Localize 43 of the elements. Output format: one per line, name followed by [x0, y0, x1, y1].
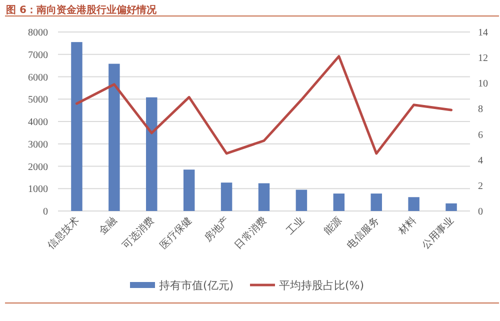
y-tick-label: 1000: [28, 184, 48, 196]
bar: [71, 42, 82, 211]
line-series: [75, 55, 453, 155]
y2-tick-label: 0: [478, 206, 483, 218]
x-tick-label: 日常消费: [232, 214, 270, 252]
bar: [183, 170, 195, 211]
legend-label: 平均持股占比(%): [279, 279, 364, 292]
y-tick-label: 4000: [28, 117, 48, 128]
bar: [333, 194, 345, 211]
bar: [146, 97, 158, 211]
y2-tick-label: 2: [478, 180, 483, 192]
y2-tick-label: 10: [478, 78, 488, 90]
x-tick-label: 房地产: [202, 214, 232, 244]
y2-tick-label: 4: [478, 155, 483, 166]
y-tick-label: 2000: [28, 162, 48, 173]
x-tick-label: 金融: [96, 214, 120, 238]
x-tick-label: 医疗保健: [157, 214, 194, 252]
bar: [258, 183, 270, 211]
x-tick-label: 材料: [396, 214, 419, 238]
x-tick-label: 可选消费: [120, 214, 157, 252]
bar: [370, 194, 382, 211]
bar: [408, 197, 420, 211]
y-tick-label: 3000: [28, 139, 48, 150]
x-tick-label: 工业: [284, 214, 307, 238]
bar: [220, 182, 232, 211]
y-tick-label: 7000: [28, 50, 48, 61]
x-tick-label: 电信服务: [344, 214, 382, 252]
y2-tick-label: 6: [478, 130, 483, 141]
y2-tick-label: 8: [478, 104, 483, 116]
bar: [296, 190, 308, 211]
y2-tick-label: 14: [478, 28, 488, 38]
legend-label: 持有市值(亿元): [159, 279, 234, 292]
y-tick-label: 5000: [28, 94, 48, 106]
y-tick-label: 0: [43, 206, 48, 218]
x-tick-label: 公用事业: [420, 214, 456, 252]
y-tick-label: 8000: [28, 28, 48, 38]
bar: [108, 64, 120, 211]
chart-title: 图 6：南向资金港股行业偏好情况: [6, 4, 158, 16]
bar: [446, 203, 457, 211]
x-tick-label: 信息技术: [45, 214, 82, 252]
y-tick-label: 6000: [28, 72, 48, 84]
y2-tick-label: 12: [478, 53, 488, 64]
x-tick-label: 能源: [321, 214, 344, 238]
